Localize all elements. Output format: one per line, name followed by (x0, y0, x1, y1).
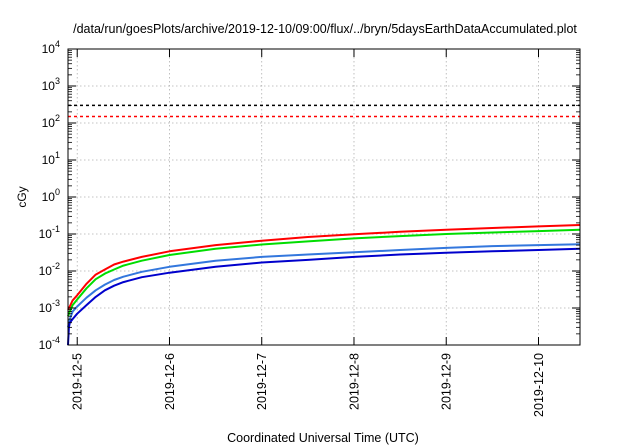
y-tick-label: 10-4 (39, 335, 60, 352)
y-axis-label: cGy (15, 186, 29, 207)
y-tick-label: 100 (42, 187, 60, 204)
y-tick-label: 103 (42, 76, 60, 93)
series-line (67, 247, 581, 346)
x-tick-label: 2019-12-6 (163, 353, 177, 410)
series-line (67, 243, 581, 328)
series-line (67, 224, 581, 311)
x-tick-label: 2019-12-7 (255, 353, 269, 410)
y-tick-label: 101 (42, 150, 60, 167)
series-lines (67, 224, 581, 346)
x-tick-label: 2019-12-5 (71, 353, 85, 410)
y-tick-label: 10-2 (39, 261, 60, 278)
x-tick-labels: 2019-12-5 2019-12-6 2019-12-7 2019-12-8 2019… (71, 353, 546, 417)
x-tick-label: 2019-12-9 (440, 353, 454, 410)
chart-title: /data/run/goesPlots/archive/2019-12-10/0… (73, 22, 577, 36)
series-line (67, 228, 581, 317)
y-tick-label: 104 (42, 39, 60, 56)
y-tick-label: 10-1 (39, 224, 60, 241)
grid-lines (68, 49, 580, 345)
x-axis-label: Coordinated Universal Time (UTC) (227, 431, 419, 445)
threshold-lines (68, 104, 580, 118)
y-tick-label: 102 (42, 113, 60, 130)
x-tick-label: 2019-12-8 (347, 353, 361, 410)
y-tick-labels: 10-4 10-3 10-2 10-1 100 101 102 103 104 (39, 39, 60, 352)
tick-marks (68, 48, 580, 346)
y-tick-label: 10-3 (39, 298, 60, 315)
x-tick-label: 2019-12-10 (532, 353, 546, 417)
